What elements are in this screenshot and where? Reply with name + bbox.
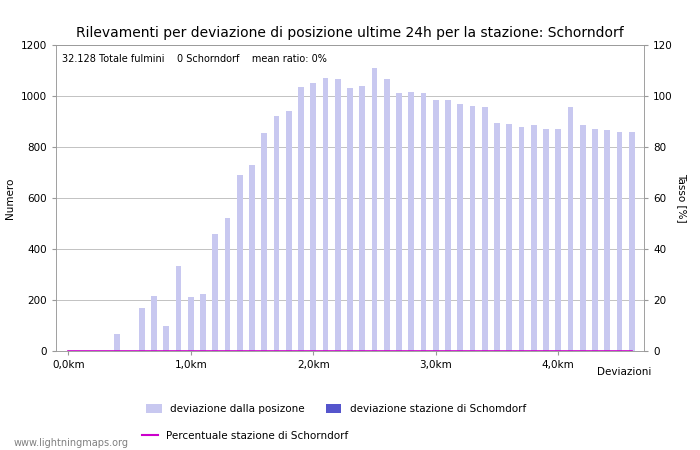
- Bar: [543, 129, 549, 351]
- Bar: [458, 104, 463, 351]
- Bar: [605, 130, 610, 351]
- Bar: [360, 86, 365, 351]
- Bar: [519, 126, 524, 351]
- Legend: deviazione dalla posizone, deviazione stazione di Schomdorf: deviazione dalla posizone, deviazione st…: [142, 400, 530, 418]
- Title: Rilevamenti per deviazione di posizione ultime 24h per la stazione: Schorndorf: Rilevamenti per deviazione di posizione …: [76, 26, 624, 40]
- Bar: [409, 92, 414, 351]
- Bar: [617, 132, 622, 351]
- Y-axis label: Numero: Numero: [5, 177, 15, 219]
- Bar: [568, 108, 573, 351]
- Bar: [164, 325, 169, 351]
- Bar: [225, 218, 230, 351]
- Text: www.lightningmaps.org: www.lightningmaps.org: [14, 438, 129, 448]
- Bar: [249, 165, 255, 351]
- Bar: [482, 108, 487, 351]
- Bar: [274, 117, 279, 351]
- Bar: [200, 294, 206, 351]
- Bar: [372, 68, 377, 351]
- Y-axis label: Tasso [%]: Tasso [%]: [677, 173, 687, 223]
- Bar: [494, 123, 500, 351]
- Bar: [335, 79, 340, 351]
- Bar: [298, 87, 304, 351]
- Bar: [311, 83, 316, 351]
- Bar: [396, 94, 402, 351]
- Bar: [323, 78, 328, 351]
- Bar: [470, 106, 475, 351]
- Legend: Percentuale stazione di Schorndorf: Percentuale stazione di Schorndorf: [138, 427, 352, 446]
- Bar: [139, 308, 144, 351]
- Bar: [188, 297, 193, 351]
- Bar: [384, 79, 389, 351]
- Bar: [115, 334, 120, 351]
- Text: Deviazioni: Deviazioni: [596, 367, 651, 377]
- Bar: [580, 125, 585, 351]
- Bar: [592, 129, 598, 351]
- Bar: [629, 132, 634, 351]
- Bar: [151, 296, 157, 351]
- Bar: [421, 94, 426, 351]
- Bar: [176, 266, 181, 351]
- Bar: [262, 133, 267, 351]
- Text: 32.128 Totale fulmini    0 Schorndorf    mean ratio: 0%: 32.128 Totale fulmini 0 Schorndorf mean …: [62, 54, 327, 64]
- Bar: [213, 234, 218, 351]
- Bar: [445, 100, 451, 351]
- Bar: [433, 100, 438, 351]
- Bar: [507, 124, 512, 351]
- Bar: [286, 111, 291, 351]
- Bar: [237, 175, 242, 351]
- Bar: [556, 129, 561, 351]
- Bar: [347, 88, 353, 351]
- Bar: [531, 125, 536, 351]
